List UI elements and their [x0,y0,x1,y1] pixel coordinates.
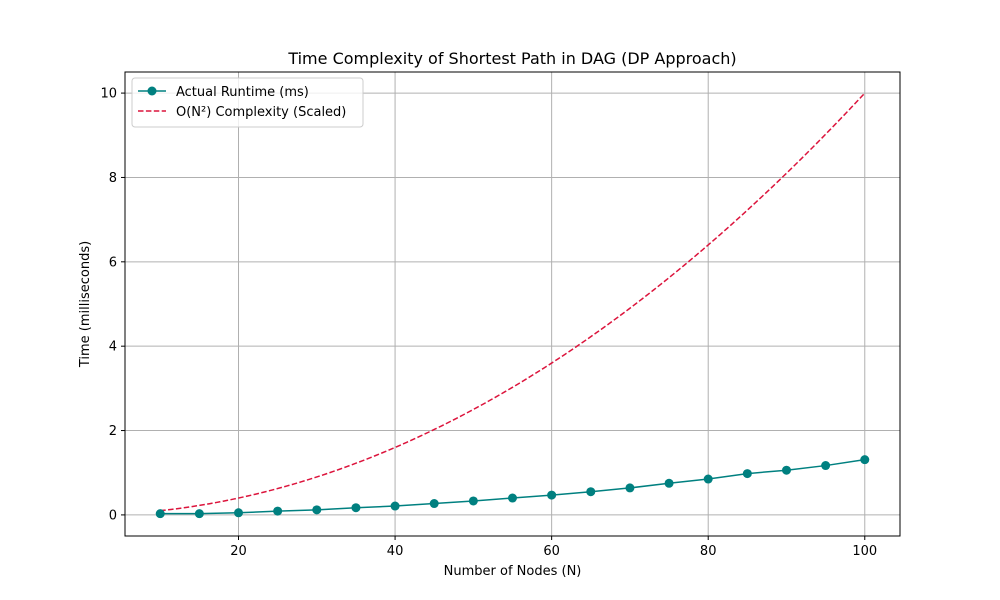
data-point-actual [742,469,752,479]
plot-area [155,92,870,519]
y-tick-label: 6 [109,255,117,270]
series-line-complexity [160,92,866,512]
data-point-actual [429,499,439,509]
legend-marker-actual [147,86,157,96]
axes-frame [124,71,901,537]
data-point-actual [234,508,244,518]
data-point-actual [312,505,322,515]
data-point-actual [586,487,596,497]
legend-label-actual: Actual Runtime (ms) [176,85,309,100]
data-point-actual [547,490,557,500]
data-point-actual [664,478,674,488]
chart-title: Time Complexity of Shortest Path in DAG … [287,49,736,68]
data-point-actual [194,509,204,519]
x-tick-label: 60 [543,544,560,559]
data-point-actual [703,474,713,484]
legend-box [131,77,364,128]
data-point-actual [781,465,791,475]
data-point-actual [821,461,831,471]
x-tick-label: 20 [230,544,247,559]
legend-label-complexity: O(N²) Complexity (Scaled) [176,105,346,120]
series-line-actual [160,458,865,515]
y-tick-label: 2 [109,424,117,439]
data-point-actual [508,493,517,503]
x-tick-label: 80 [700,544,717,559]
y-tick-label: 0 [109,508,117,523]
x-tick-label: 100 [852,544,877,559]
data-point-actual [468,496,478,506]
y-tick-label: 4 [109,340,117,355]
y-axis-label: Time (milliseconds) [78,241,93,368]
axis-ticks: 20 40 60 80 100 0 2 4 6 8 10 [100,87,877,559]
data-point-actual [155,509,165,519]
data-point-actual [860,455,870,465]
data-point-actual [273,506,283,516]
y-tick-label: 10 [100,87,117,102]
x-tick-label: 40 [387,544,404,559]
data-point-actual [390,501,400,511]
y-tick-label: 8 [109,171,117,186]
grid [125,72,900,536]
data-point-actual [351,503,361,513]
x-axis-label: Number of Nodes (N) [444,564,582,579]
legend: Actual Runtime (ms) O(N²) Complexity (Sc… [131,77,364,128]
data-point-actual [625,483,635,493]
